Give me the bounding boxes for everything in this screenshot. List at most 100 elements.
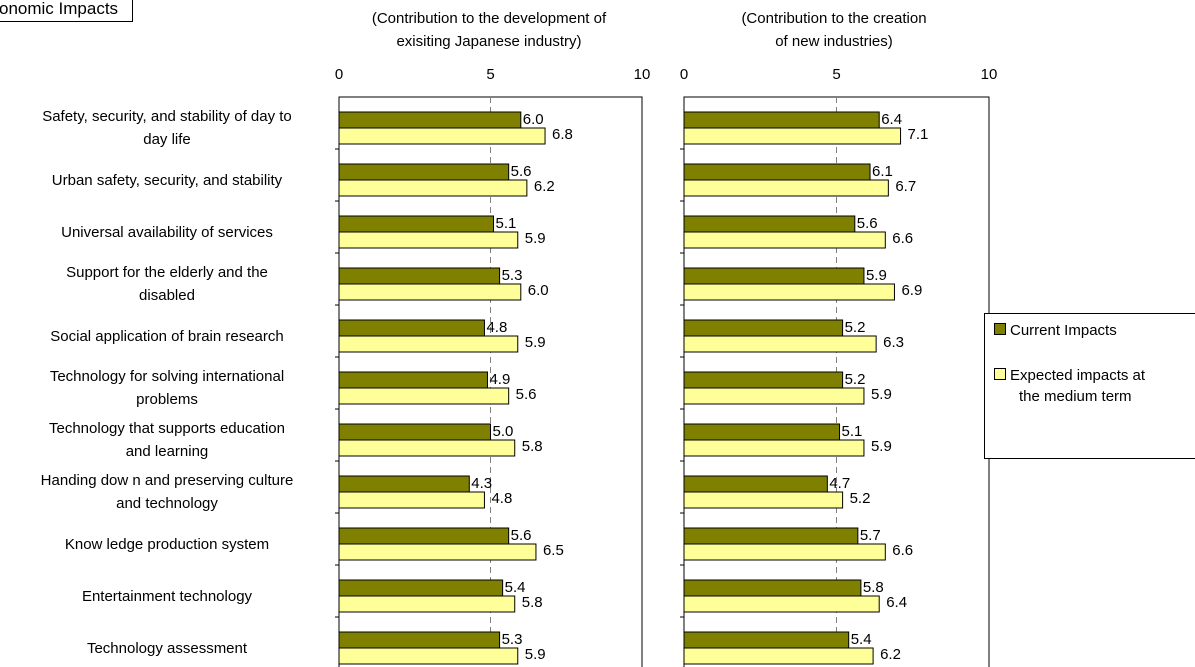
data-label-current: 5.3 bbox=[502, 631, 523, 648]
bar-expected bbox=[683, 231, 886, 249]
data-label-expected: 5.9 bbox=[871, 438, 892, 455]
category-label: Entertainment technology bbox=[0, 585, 334, 608]
data-label-current: 5.7 bbox=[860, 527, 881, 544]
bar-current bbox=[338, 475, 470, 493]
bar-expected bbox=[338, 595, 516, 613]
data-label-current: 5.0 bbox=[493, 423, 514, 440]
data-label-expected: 5.8 bbox=[522, 438, 543, 455]
plot-1-tick-label: 0 bbox=[335, 66, 343, 83]
bar-expected bbox=[338, 439, 516, 457]
bar-expected bbox=[338, 179, 528, 197]
data-label-current: 5.2 bbox=[845, 371, 866, 388]
bar-current bbox=[683, 163, 871, 181]
bar-current bbox=[338, 163, 510, 181]
category-label-line: Entertainment technology bbox=[81, 587, 253, 605]
data-label-current: 5.3 bbox=[502, 267, 523, 284]
data-label-expected: 5.2 bbox=[850, 490, 871, 507]
bar-expected bbox=[683, 283, 895, 301]
legend-swatch-expected bbox=[994, 368, 1006, 381]
data-label-current: 5.6 bbox=[511, 163, 532, 180]
plot-2-tick-label: 5 bbox=[832, 66, 840, 83]
panel-2-subtitle: (Contribution to the creation of new ind… bbox=[674, 7, 994, 53]
category-label-line: Know ledge production system bbox=[64, 535, 270, 553]
data-label-current: 5.2 bbox=[845, 319, 866, 336]
data-label-current: 5.6 bbox=[511, 527, 532, 544]
category-label: Universal availability of services bbox=[0, 221, 334, 244]
legend-item-current: Current Impacts bbox=[994, 320, 1117, 341]
plot-2-tick-label: 10 bbox=[981, 66, 998, 83]
data-label-expected: 5.8 bbox=[522, 594, 543, 611]
data-label-expected: 5.9 bbox=[525, 334, 546, 351]
bar-current bbox=[338, 111, 522, 129]
section-badge: onomic Impacts bbox=[0, 0, 134, 22]
bar-expected bbox=[683, 491, 844, 509]
category-label: Handing dow n and preserving culture and … bbox=[0, 469, 334, 515]
category-label-line: disabled bbox=[139, 287, 195, 304]
data-label-current: 6.0 bbox=[523, 111, 544, 128]
bar-expected bbox=[683, 179, 889, 197]
panel-1-subtitle-line1: (Contribution to the development of bbox=[371, 10, 607, 27]
category-label: Technology for solving international prob… bbox=[0, 365, 334, 411]
plot-2-tick-label: 0 bbox=[680, 66, 688, 83]
legend-swatch-current bbox=[994, 323, 1006, 336]
data-label-current: 5.8 bbox=[863, 579, 884, 596]
data-label-expected: 6.6 bbox=[892, 230, 913, 247]
data-label-current: 5.1 bbox=[842, 423, 863, 440]
category-label-line: Handing dow n and preserving culture bbox=[40, 472, 294, 489]
data-label-current: 5.9 bbox=[866, 267, 887, 284]
category-label-line: Technology for solving international bbox=[49, 368, 285, 385]
category-label: Support for the elderly and the disabled bbox=[0, 261, 334, 307]
bar-expected bbox=[683, 647, 874, 665]
data-label-current: 6.4 bbox=[881, 111, 902, 128]
category-label: Social application of brain research bbox=[0, 325, 334, 348]
data-label-expected: 6.5 bbox=[543, 542, 564, 559]
bar-current bbox=[338, 371, 488, 389]
bar-expected bbox=[338, 647, 519, 665]
bar-current bbox=[683, 631, 850, 649]
data-label-expected: 4.8 bbox=[491, 490, 512, 507]
bar-current bbox=[683, 475, 828, 493]
data-label-expected: 6.9 bbox=[901, 282, 922, 299]
plot-1-tick-label: 10 bbox=[634, 66, 651, 83]
category-label-line: Urban safety, security, and stability bbox=[51, 171, 283, 189]
category-label-line: day life bbox=[143, 131, 191, 148]
bar-expected bbox=[683, 335, 877, 353]
bar-current bbox=[338, 319, 485, 337]
category-label-line: Technology assessment bbox=[86, 639, 248, 657]
data-label-current: 5.4 bbox=[505, 579, 526, 596]
data-label-expected: 6.4 bbox=[886, 594, 907, 611]
legend-label-expected: Expected impacts at the medium term bbox=[1010, 365, 1145, 407]
data-label-expected: 6.2 bbox=[880, 646, 901, 663]
category-label-line: Technology that supports education bbox=[49, 420, 285, 437]
panel-2-subtitle-line1: (Contribution to the creation bbox=[741, 10, 927, 27]
bar-current bbox=[683, 371, 844, 389]
data-label-current: 5.6 bbox=[857, 215, 878, 232]
data-label-expected: 5.6 bbox=[516, 386, 537, 403]
chart-legend: Current Impacts Expected impacts at the m… bbox=[984, 313, 1195, 459]
category-label-line: Universal availability of services bbox=[61, 223, 273, 241]
legend-label-expected-line1: Expected impacts at bbox=[1010, 367, 1146, 384]
category-label-line: Support for the elderly and the bbox=[66, 264, 268, 281]
legend-label-expected-line2: the medium term bbox=[1019, 388, 1132, 405]
data-label-expected: 5.9 bbox=[871, 386, 892, 403]
bar-expected bbox=[338, 127, 546, 145]
bar-expected bbox=[683, 127, 902, 145]
bar-expected bbox=[683, 595, 880, 613]
data-label-expected: 6.7 bbox=[895, 178, 916, 195]
bar-current bbox=[338, 215, 495, 233]
section-badge-label: onomic Impacts bbox=[0, 0, 119, 18]
bar-current bbox=[338, 267, 501, 285]
data-label-current: 5.4 bbox=[851, 631, 872, 648]
bar-current bbox=[683, 579, 862, 597]
bar-expected bbox=[338, 543, 537, 561]
legend-item-expected: Expected impacts at the medium term bbox=[994, 365, 1145, 407]
data-label-current: 4.3 bbox=[471, 475, 492, 492]
category-label-line: problems bbox=[136, 391, 198, 408]
data-label-expected: 6.2 bbox=[534, 178, 555, 195]
bar-expected bbox=[338, 335, 519, 353]
panel-2-subtitle-line2: of new industries) bbox=[775, 33, 893, 50]
bar-expected bbox=[338, 231, 519, 249]
bar-expected bbox=[338, 491, 485, 509]
category-label-line: and technology bbox=[116, 495, 218, 512]
